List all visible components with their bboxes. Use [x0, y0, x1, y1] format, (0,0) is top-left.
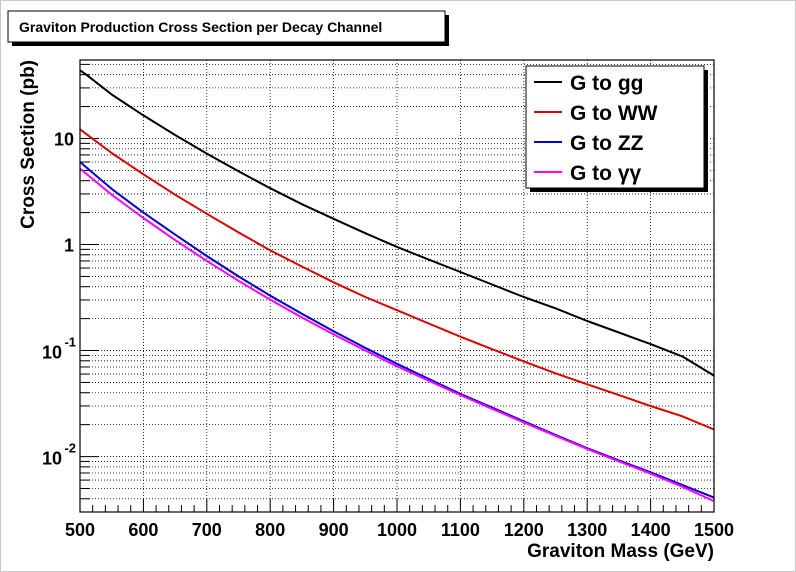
legend-label: G to WW — [570, 102, 658, 125]
x-tick-labels: 500 600 700 800 900 1000 1100 1200 1300 1400 1500 — [65, 520, 734, 540]
legend-label: G to ZZ — [570, 132, 644, 155]
plot-border — [79, 59, 715, 513]
x-tick-label: 1400 — [631, 520, 671, 540]
x-tick-label: 500 — [65, 520, 95, 540]
x-tick-label: 900 — [319, 520, 349, 540]
y-tick-label: 10 — [42, 343, 62, 363]
legend-label: G to gg — [570, 72, 643, 95]
y-tick-label: 1 — [64, 236, 74, 256]
legend-frame — [525, 65, 705, 189]
x-tick-label: 1300 — [567, 520, 607, 540]
x-tick-label: 700 — [192, 520, 222, 540]
x-axis-title: Graviton Mass (GeV) — [527, 541, 714, 562]
x-tick-label: 1200 — [504, 520, 544, 540]
x-tick-label: 800 — [255, 520, 285, 540]
grid — [80, 60, 714, 513]
y-tick-exponent: -1 — [64, 335, 76, 350]
y-tick-labels: 101-110-210 — [42, 129, 76, 468]
series-lines — [79, 69, 715, 503]
x-tick-label: 1100 — [441, 520, 480, 540]
title-box: Graviton Production Cross Section per De… — [7, 10, 449, 46]
y-tick-label: 10 — [54, 129, 74, 149]
legend-label: G to γγ — [570, 162, 642, 185]
axis-ticks — [79, 63, 715, 513]
legend: G to gg G to WW G to ZZ G to γγ — [525, 65, 708, 192]
y-axis-title: Cross Section (pb) — [18, 60, 39, 229]
title-box-frame — [7, 10, 446, 43]
x-tick-label: 1500 — [694, 520, 734, 540]
y-tick-exponent: -2 — [64, 441, 76, 456]
series-line-0 — [79, 69, 715, 377]
x-tick-label: 1000 — [377, 520, 417, 540]
y-tick-label: 10 — [42, 449, 62, 469]
series-line-3 — [79, 167, 715, 503]
chart-title: Graviton Production Cross Section per De… — [19, 19, 382, 35]
x-tick-label: 600 — [128, 520, 158, 540]
series-line-1 — [79, 128, 715, 431]
